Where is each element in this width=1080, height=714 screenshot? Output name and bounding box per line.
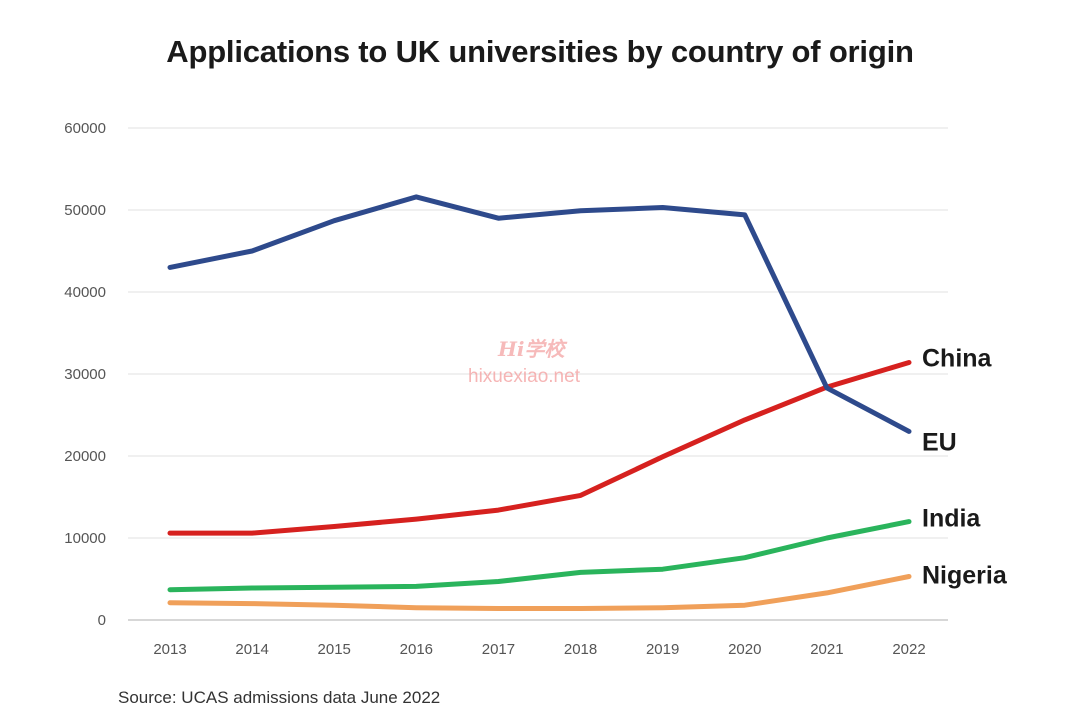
series-label-china: China: [922, 345, 993, 373]
x-tick-label: 2013: [153, 641, 186, 658]
x-tick-label: 2017: [482, 641, 515, 658]
series-line-china: [167, 360, 912, 536]
x-tick-label: 2016: [400, 641, 433, 658]
series-label-india: India: [922, 505, 981, 533]
y-tick-label: 50000: [64, 202, 106, 219]
source-note: Source: UCAS admissions data June 2022: [118, 688, 441, 707]
x-tick-label: 2022: [892, 641, 925, 658]
y-tick-label: 20000: [64, 448, 106, 465]
y-tick-label: 40000: [64, 284, 106, 301]
series-label-nigeria: Nigeria: [922, 562, 1008, 590]
y-tick-label: 30000: [64, 366, 106, 383]
x-tick-label: 2014: [235, 641, 268, 658]
watermark-logo: Hi学校: [498, 337, 565, 361]
x-tick-label: 2019: [646, 641, 679, 658]
x-tick-label: 2018: [564, 641, 597, 658]
watermark-url: hixuexiao.net: [468, 366, 580, 387]
y-tick-label: 10000: [64, 530, 106, 547]
series-line-eu: [167, 194, 912, 434]
x-tick-label: 2015: [318, 641, 351, 658]
y-tick-label: 0: [98, 612, 106, 629]
series-label-eu: EU: [922, 428, 957, 456]
x-tick-label: 2020: [728, 641, 761, 658]
series-line-nigeria: [167, 574, 912, 611]
chart-title: Applications to UK universities by count…: [166, 34, 914, 69]
y-tick-label: 60000: [64, 120, 106, 137]
x-tick-label: 2021: [810, 641, 843, 658]
series-line-india: [167, 519, 912, 593]
